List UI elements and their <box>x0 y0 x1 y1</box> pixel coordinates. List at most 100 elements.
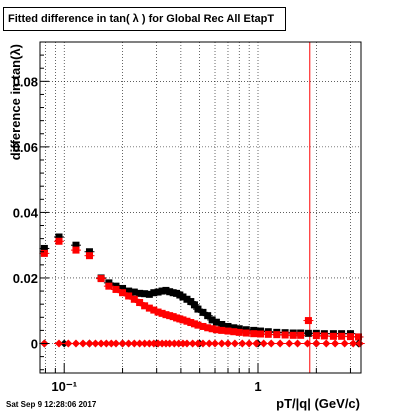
data-point <box>212 318 220 326</box>
data-point <box>190 320 198 328</box>
y-tick-label: 0.08 <box>13 74 38 89</box>
data-point <box>158 309 166 317</box>
data-point <box>150 289 158 297</box>
plot-frame <box>39 41 362 374</box>
data-point <box>85 339 94 348</box>
data-point <box>124 339 133 348</box>
data-point <box>72 241 80 249</box>
data-point <box>303 339 312 348</box>
data-point <box>208 316 216 324</box>
data-point <box>211 339 220 348</box>
data-point <box>118 339 127 348</box>
x-tick-label: 1 <box>254 379 261 394</box>
data-point <box>238 339 247 348</box>
timestamp-footer: Sat Sep 9 12:28:06 2017 <box>6 400 97 409</box>
data-point <box>40 244 48 252</box>
data-point <box>252 339 261 348</box>
data-point <box>119 289 127 297</box>
data-point <box>338 332 346 340</box>
data-point <box>154 308 162 316</box>
y-tick-label: 0.02 <box>13 271 38 286</box>
data-point <box>224 322 232 330</box>
data-point <box>312 339 321 348</box>
data-point <box>136 289 144 297</box>
data-point <box>205 339 214 348</box>
data-point <box>304 329 312 337</box>
data-point <box>281 331 289 339</box>
data-point <box>145 290 153 298</box>
data-point <box>119 284 127 292</box>
data-point <box>179 293 187 301</box>
data-point <box>245 339 254 348</box>
data-point <box>285 339 294 348</box>
data-point <box>40 249 48 257</box>
y-tick-label: 0 <box>31 337 38 352</box>
data-point <box>217 339 226 348</box>
data-point <box>297 331 305 339</box>
data-point <box>187 319 195 327</box>
data-point <box>141 290 149 298</box>
data-point <box>183 295 191 303</box>
data-point <box>187 298 195 306</box>
data-point <box>204 312 212 320</box>
data-point <box>182 339 191 348</box>
data-point <box>179 316 187 324</box>
data-point <box>162 286 170 294</box>
data-point <box>194 321 202 329</box>
data-point <box>320 332 328 340</box>
data-point <box>188 339 197 348</box>
data-point <box>150 306 158 314</box>
data-point <box>354 333 362 341</box>
data-point <box>322 339 331 348</box>
data-point <box>250 330 258 338</box>
data-point <box>223 339 232 348</box>
data-point <box>242 329 250 337</box>
data-point <box>72 246 80 254</box>
data-point <box>141 302 149 310</box>
data-point <box>355 339 364 348</box>
data-point <box>204 324 212 332</box>
data-point <box>97 339 106 348</box>
data-point <box>224 327 232 335</box>
y-tick-label: 0.04 <box>13 205 39 220</box>
data-point <box>329 332 337 340</box>
data-point <box>273 331 281 339</box>
data-point <box>64 339 73 348</box>
data-point <box>276 339 285 348</box>
y-tick-label: 0.06 <box>13 140 38 155</box>
chart-title: Fitted difference in tan( λ ) for Global… <box>3 7 286 31</box>
data-point <box>55 233 63 241</box>
data-point <box>154 288 162 296</box>
data-point <box>166 288 174 296</box>
data-point <box>208 325 216 333</box>
data-point <box>346 333 354 341</box>
data-point <box>125 287 133 295</box>
data-point <box>158 287 166 295</box>
data-point <box>340 339 349 348</box>
data-point <box>91 339 100 348</box>
data-point <box>304 317 312 325</box>
y-axis-label: difference in tan(λ) <box>8 44 23 160</box>
data-point <box>235 328 243 336</box>
marks-layer <box>39 42 365 373</box>
data-point <box>230 328 238 336</box>
data-point <box>212 326 220 334</box>
data-point <box>136 299 144 307</box>
data-point <box>130 295 138 303</box>
data-point <box>218 326 226 334</box>
data-point <box>85 248 93 256</box>
data-point <box>230 324 238 332</box>
data-point <box>85 252 93 260</box>
data-point <box>259 339 268 348</box>
data-point <box>194 305 202 313</box>
data-point <box>199 322 207 330</box>
data-point <box>166 312 174 320</box>
data-point <box>199 308 207 316</box>
data-point <box>130 288 138 296</box>
data-point <box>97 275 105 283</box>
x-tick-label: 10⁻¹ <box>51 379 77 394</box>
data-point <box>235 325 243 333</box>
data-point <box>190 301 198 309</box>
data-point <box>55 339 64 348</box>
